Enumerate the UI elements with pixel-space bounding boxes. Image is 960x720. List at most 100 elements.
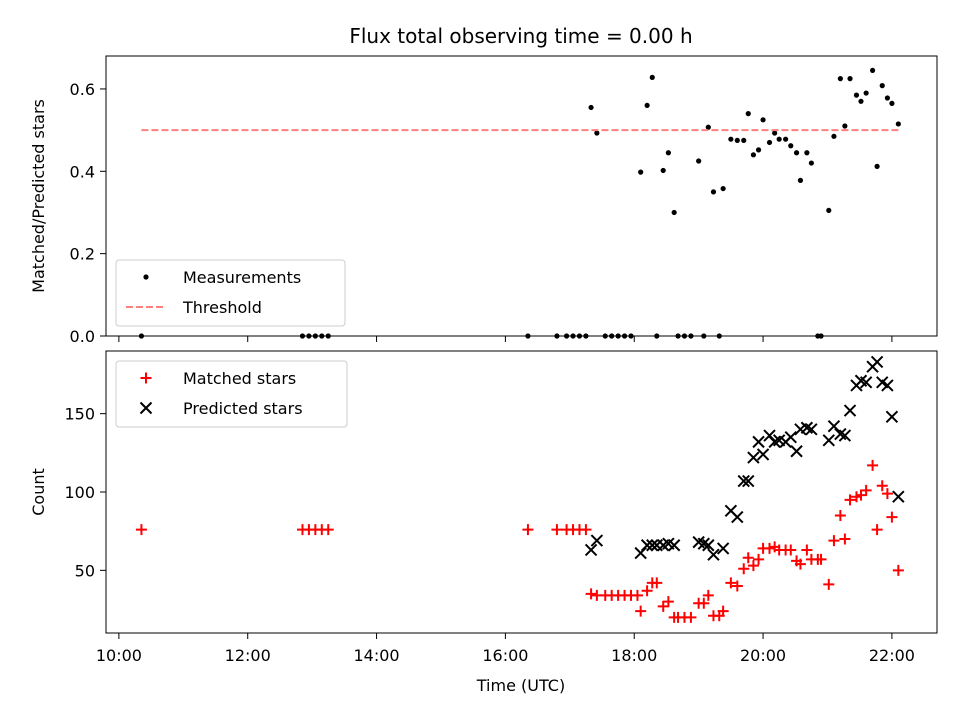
measurements-point — [772, 130, 778, 136]
matched-stars-point — [635, 605, 647, 617]
measurements-point — [837, 76, 843, 82]
y-tick-label: 0.0 — [70, 327, 95, 346]
y-tick-label: 0.6 — [70, 80, 95, 99]
matched-stars-point — [522, 524, 534, 536]
measurements-point — [889, 100, 895, 106]
legend-label: Measurements — [183, 268, 301, 287]
measurements-point — [728, 136, 734, 142]
measurements-point — [660, 167, 666, 174]
matched-stars-point — [747, 560, 759, 572]
measurements-point — [755, 147, 762, 153]
chart-title: Flux total observing time = 0.00 h — [349, 24, 692, 48]
measurements-point — [793, 150, 800, 156]
matched-stars-point — [322, 524, 334, 536]
matched-stars-point — [785, 544, 797, 556]
measurements-point — [797, 177, 804, 183]
predicted-stars-point — [838, 429, 852, 442]
measurements-point — [594, 130, 600, 136]
x-tick-label: 14:00 — [354, 646, 400, 665]
matched-stars-point — [876, 480, 888, 492]
measurements-point — [766, 139, 773, 146]
matched-stars-point — [585, 588, 597, 600]
matched-stars-point — [828, 535, 840, 547]
predicted-stars-point — [716, 542, 730, 555]
matched-stars-point — [855, 489, 867, 501]
predicted-stars-point — [892, 490, 905, 503]
measurements-point — [808, 160, 814, 166]
matched-stars-point — [801, 544, 813, 556]
legend-marker — [143, 274, 149, 280]
matched-stars-point — [794, 558, 806, 570]
matched-stars-point — [631, 589, 643, 601]
predicted-stars-point — [646, 539, 659, 552]
legend: Matched stars Predicted stars — [115, 360, 348, 428]
measurements-point — [831, 133, 837, 139]
measurements-point — [720, 185, 726, 192]
measurements-point — [826, 207, 832, 214]
measurements-point — [671, 209, 677, 216]
matched-stars-point — [580, 524, 592, 536]
predicted-stars-point — [790, 445, 803, 458]
legend-box — [115, 259, 346, 327]
legend-label: Predicted stars — [183, 399, 303, 418]
x-tick-label: 18:00 — [611, 646, 657, 665]
y-axis-title: Matched/Predicted stars — [29, 99, 48, 293]
predicted-stars-point — [843, 404, 857, 417]
predicted-stars-point — [752, 435, 765, 449]
predicted-stars-point — [584, 543, 598, 557]
predicted-stars-point — [784, 430, 797, 444]
predicted-stars-point — [747, 451, 760, 464]
matched-stars-point — [698, 597, 710, 609]
matched-stars-point — [881, 488, 893, 500]
axes-frame — [105, 55, 938, 337]
legend-marker — [140, 372, 152, 384]
matched-stars-point — [867, 459, 879, 471]
matched-stars-point — [725, 577, 737, 589]
bottom-panel: 50 100 150 10:00 12:00 14:00 16:00 18:00 20:00 22… — [29, 350, 938, 665]
matched-stars-point — [815, 553, 827, 565]
measurements-point — [745, 111, 751, 117]
y-tick-label: 100 — [64, 483, 95, 502]
predicted-stars-point — [737, 474, 750, 488]
measurements-point — [804, 150, 810, 156]
measurements-point — [734, 137, 740, 144]
measurements-point — [847, 76, 853, 82]
matched-stars-point — [702, 589, 714, 601]
predicted-stars-point — [667, 539, 681, 552]
measurements-point — [649, 74, 655, 81]
measurements-point — [884, 95, 890, 101]
y-tick-label: 50 — [75, 561, 95, 580]
matched-stars-point — [839, 533, 851, 545]
measurements-point — [710, 189, 717, 195]
predicted-stars-point — [742, 474, 755, 488]
measurements-point — [874, 163, 880, 169]
matched-stars-point — [717, 605, 729, 617]
matched-stars-point — [662, 596, 674, 608]
y-tick-label: 0.4 — [70, 162, 95, 181]
matched-stars-point — [886, 511, 898, 523]
predicted-stars-point — [707, 548, 720, 561]
x-tick-label: 12:00 — [225, 646, 271, 665]
predicted-stars-point — [881, 379, 894, 392]
matched-stars-point — [834, 510, 846, 521]
measurements-point — [788, 143, 794, 149]
measurements-point — [895, 121, 901, 127]
matched-stars-point — [651, 577, 663, 589]
measurements-point — [858, 98, 864, 104]
x-axis-title: Time (UTC) — [476, 676, 565, 695]
legend-label: Matched stars — [183, 369, 296, 388]
matched-stars-point — [764, 542, 776, 554]
measurements-point — [665, 150, 671, 156]
predicted-stars-point — [590, 534, 604, 547]
legend: Measurements Threshold — [115, 259, 346, 327]
matched-stars-point — [641, 585, 653, 597]
measurements-point — [853, 92, 860, 98]
legend-marker — [139, 401, 153, 415]
matched-stars-point — [753, 553, 765, 565]
matched-stars-point — [135, 524, 147, 536]
legend-box — [115, 360, 348, 428]
matched-stars-point — [860, 484, 872, 496]
predicted-stars-point — [731, 510, 744, 524]
measurements-point — [869, 67, 876, 74]
